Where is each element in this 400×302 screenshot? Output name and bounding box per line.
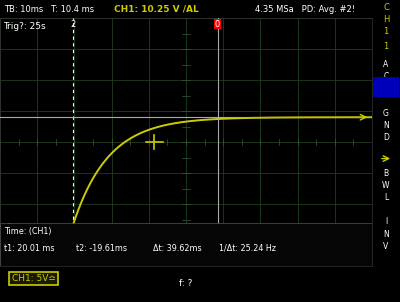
Text: 2: 2 — [70, 20, 75, 29]
Text: DC: DC — [380, 82, 392, 91]
Bar — [374, 77, 398, 97]
Text: 1/Δt: 25.24 Hz: 1/Δt: 25.24 Hz — [220, 244, 276, 253]
Text: C: C — [383, 3, 389, 12]
Text: CH1: 5V≏: CH1: 5V≏ — [12, 274, 56, 283]
Bar — [0, 223, 372, 266]
Text: C: C — [383, 72, 389, 82]
Text: B: B — [384, 169, 388, 178]
Text: W: W — [382, 181, 390, 190]
Text: D: D — [383, 133, 389, 142]
Text: CH1: 10.25 V /AL: CH1: 10.25 V /AL — [114, 5, 199, 14]
Text: Time: (CH1): Time: (CH1) — [4, 227, 52, 236]
Text: N: N — [383, 230, 389, 239]
Text: 0: 0 — [215, 20, 220, 29]
Text: TB: 10ms   T: 10.4 ms: TB: 10ms T: 10.4 ms — [4, 5, 94, 14]
Text: V: V — [383, 242, 389, 251]
Text: f: ?: f: ? — [179, 279, 193, 288]
Text: A: A — [383, 60, 389, 69]
Text: 4.35 MSa   PD: Avg. #2!: 4.35 MSa PD: Avg. #2! — [255, 5, 355, 14]
Text: N: N — [383, 121, 389, 130]
Text: 1: 1 — [383, 27, 389, 36]
Text: 1: 1 — [383, 42, 389, 51]
Text: t1: 20.01 ms: t1: 20.01 ms — [4, 244, 55, 253]
Text: t2: -19.61ms: t2: -19.61ms — [76, 244, 127, 253]
Text: G: G — [383, 109, 389, 118]
Text: Trig?: 25s: Trig?: 25s — [3, 22, 46, 31]
Text: I: I — [385, 217, 387, 226]
Text: L: L — [384, 193, 388, 202]
Text: Δt: 39.62ms: Δt: 39.62ms — [152, 244, 201, 253]
Text: H: H — [383, 15, 389, 24]
